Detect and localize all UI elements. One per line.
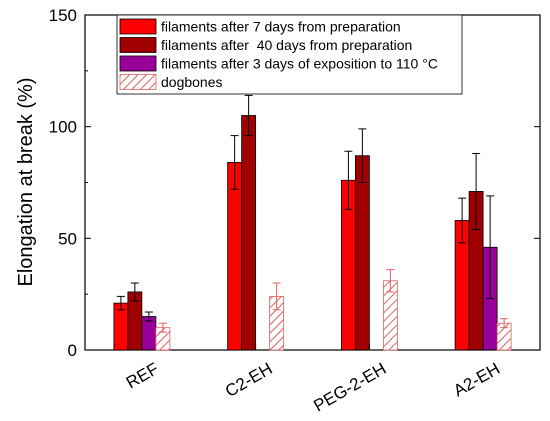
legend: filaments after 7 days from preparation f… (116, 14, 463, 95)
legend-label: filaments after 7 days from preparation (161, 19, 401, 35)
bars (113, 94, 512, 351)
x-tick-label: REF (123, 359, 162, 392)
y-tick-label: 50 (58, 229, 77, 248)
x-tick-label: PEG-2-EH (310, 359, 389, 416)
legend-label: filaments after 3 days of exposition to … (161, 56, 438, 72)
x-tick-label: A2-EH (450, 359, 503, 400)
bar (354, 155, 370, 351)
y-ticks: 0 50 100 150 (49, 6, 540, 360)
y-axis-title: Elongation at break (%) (15, 77, 37, 286)
legend-label: dogbones (161, 74, 223, 90)
y-tick-label: 150 (49, 6, 77, 25)
legend-box (116, 14, 463, 95)
bar (241, 115, 257, 351)
legend-swatch (119, 18, 157, 35)
legend-label: filaments after 40 days from preparation (161, 37, 412, 53)
legend-swatch (119, 37, 157, 53)
x-tick-labels: REF C2-EH PEG-2-EH A2-EH (123, 344, 503, 416)
legend-swatch (119, 74, 157, 90)
y-tick-label: 0 (68, 341, 77, 360)
bar (141, 316, 157, 351)
y-tick-label: 100 (49, 118, 77, 137)
legend-swatch (119, 55, 157, 72)
bar (227, 161, 243, 351)
x-tick-label: C2-EH (222, 359, 276, 401)
